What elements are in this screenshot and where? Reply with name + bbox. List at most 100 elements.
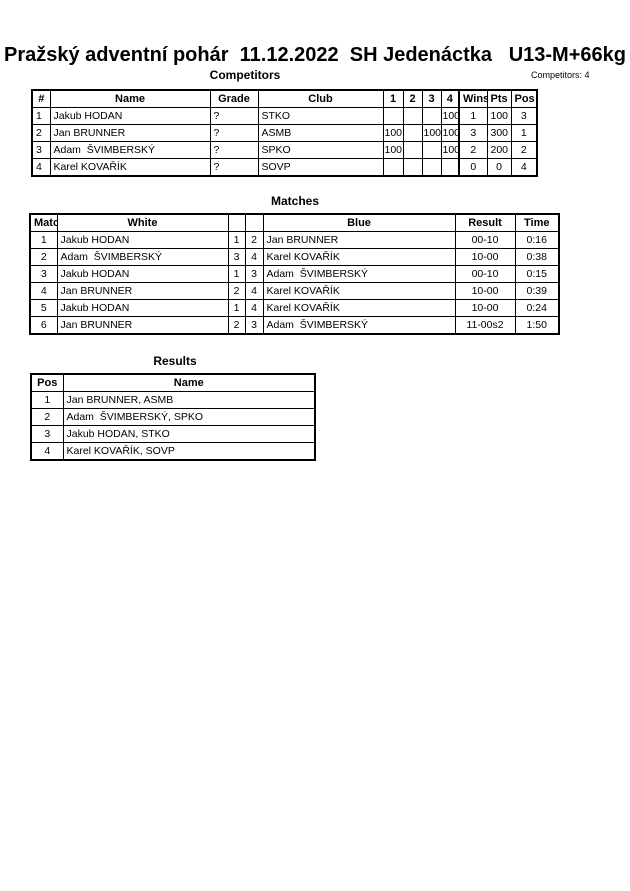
table-cell bbox=[402, 158, 423, 177]
table-cell: 0:38 bbox=[514, 248, 560, 266]
table-cell: Jan BRUNNER bbox=[49, 124, 211, 142]
table-cell: 100 bbox=[486, 107, 512, 125]
table-cell: 2 bbox=[31, 124, 51, 142]
table-cell bbox=[421, 141, 442, 159]
table-cell: 4 bbox=[30, 442, 64, 461]
table-cell: ? bbox=[209, 141, 259, 159]
table-cell: Jakub HODAN bbox=[56, 265, 229, 283]
table-cell: 1:50 bbox=[514, 316, 560, 335]
table-row: 2 Adam ŠVIMBERSKÝ, SPKO bbox=[30, 408, 316, 426]
competitors-count: Competitors: 4 bbox=[531, 70, 590, 80]
table-cell bbox=[421, 107, 442, 125]
table-cell: Karel KOVAŘÍK, SOVP bbox=[62, 442, 316, 461]
table-cell: 3 bbox=[244, 265, 264, 283]
table-cell bbox=[440, 158, 460, 177]
table-cell bbox=[402, 107, 423, 125]
table-cell: 1 bbox=[458, 107, 488, 125]
table-cell: 3 bbox=[458, 124, 488, 142]
table-cell: STKO bbox=[257, 107, 384, 125]
table-cell: Jakub HODAN bbox=[56, 231, 229, 249]
table-cell: 2 bbox=[510, 141, 538, 159]
table-cell: 5 bbox=[29, 299, 58, 317]
header-cell: Result bbox=[454, 213, 516, 232]
table-cell: Karel KOVAŘÍK bbox=[262, 248, 456, 266]
header-cell bbox=[244, 213, 264, 232]
header-cell: Time bbox=[514, 213, 560, 232]
table-cell bbox=[402, 141, 423, 159]
competitors-table: # Name Grade Club 1 2 3 4 Wins Pts Pos 1 Jakub HODAN… bbox=[31, 89, 538, 177]
table-cell bbox=[402, 124, 423, 142]
header-cell: Pts bbox=[486, 89, 512, 108]
table-cell: 2 bbox=[458, 141, 488, 159]
table-cell: 100 bbox=[382, 141, 404, 159]
table-cell: 1 bbox=[29, 231, 58, 249]
table-row: 4 Jan BRUNNER 2 4 Karel KOVAŘÍK 10-00 0:39 bbox=[29, 282, 560, 300]
table-cell: 3 bbox=[244, 316, 264, 335]
header-cell: 2 bbox=[402, 89, 423, 108]
table-cell bbox=[421, 158, 442, 177]
table-cell: Jan BRUNNER, ASMB bbox=[62, 391, 316, 409]
header-row: # Name Grade Club 1 2 3 4 Wins Pts Pos bbox=[31, 89, 538, 108]
header-cell: Pos bbox=[510, 89, 538, 108]
table-cell: 6 bbox=[29, 316, 58, 335]
table-cell: 3 bbox=[31, 141, 51, 159]
table-cell: 100 bbox=[421, 124, 442, 142]
table-cell: 3 bbox=[29, 265, 58, 283]
table-cell: 3 bbox=[227, 248, 246, 266]
header-cell: 4 bbox=[440, 89, 460, 108]
table-cell: Karel KOVAŘÍK bbox=[262, 282, 456, 300]
header-cell: White bbox=[56, 213, 229, 232]
table-cell: 00-10 bbox=[454, 231, 516, 249]
header-cell: Grade bbox=[209, 89, 259, 108]
table-cell bbox=[382, 158, 404, 177]
header-row: Pos Name bbox=[30, 373, 316, 392]
table-row: 3 Jakub HODAN 1 3 Adam ŠVIMBERSKÝ 00-10 0:15 bbox=[29, 265, 560, 283]
table-row: 2 Jan BRUNNER? ASMB 100 100 100 3 300 1 bbox=[31, 124, 538, 142]
table-cell: Jan BRUNNER bbox=[56, 282, 229, 300]
table-cell: 1 bbox=[227, 265, 246, 283]
matches-table: MatchWhiteBlueResultTime1Jakub HODAN12Ja… bbox=[29, 213, 560, 335]
table-cell: Adam ŠVIMBERSKÝ, SPKO bbox=[62, 408, 316, 426]
header-cell: Blue bbox=[262, 213, 456, 232]
table-cell: 2 bbox=[30, 408, 64, 426]
section-title: Matches bbox=[270, 194, 320, 208]
table-cell: SOVP bbox=[257, 158, 384, 177]
results-table: Pos Name 1 Jan BRUNNER, ASMB 2 Adam ŠVIMBERSK… bbox=[30, 373, 316, 461]
table-cell: 10-00 bbox=[454, 299, 516, 317]
table-cell: SPKO bbox=[257, 141, 384, 159]
table-cell: 4 bbox=[244, 282, 264, 300]
header-cell: Club bbox=[257, 89, 384, 108]
table-cell: 3 bbox=[510, 107, 538, 125]
table-cell: 1 bbox=[31, 107, 51, 125]
table-cell: 0:15 bbox=[514, 265, 560, 283]
table-cell: ? bbox=[209, 107, 259, 125]
table-row: 4 Karel KOVAŘÍK, SOVP bbox=[30, 442, 316, 461]
table-row: 6 Jan BRUNNER 2 3 Adam ŠVIMBERSKÝ 11-00s2 1:50 bbox=[29, 316, 560, 335]
table-row: 1 Jan BRUNNER, ASMB bbox=[30, 391, 316, 409]
table-row: 4 Karel KOVAŘÍK? SOVP 0 0 4 bbox=[31, 158, 538, 177]
table-cell: 4 bbox=[29, 282, 58, 300]
table-cell: 100 bbox=[440, 141, 460, 159]
table-cell: Jakub HODAN bbox=[49, 107, 211, 125]
table-cell: 4 bbox=[510, 158, 538, 177]
table-cell: 100 bbox=[440, 107, 460, 125]
table-cell: 100 bbox=[440, 124, 460, 142]
table-cell: 1 bbox=[510, 124, 538, 142]
table-cell: ? bbox=[209, 158, 259, 177]
table-cell: Karel KOVAŘÍK bbox=[262, 299, 456, 317]
table-cell: 1 bbox=[30, 391, 64, 409]
table-cell: 0:16 bbox=[514, 231, 560, 249]
table-cell: 0:39 bbox=[514, 282, 560, 300]
header-cell: Wins bbox=[458, 89, 488, 108]
table-cell: 0:24 bbox=[514, 299, 560, 317]
table-cell: Jakub HODAN, STKO bbox=[62, 425, 316, 443]
table-cell: 10-00 bbox=[454, 282, 516, 300]
table-cell: Adam ŠVIMBERSKÝ bbox=[56, 248, 229, 266]
table-cell: Adam ŠVIMBERSKÝ bbox=[49, 141, 211, 159]
header-cell: # bbox=[31, 89, 51, 108]
table-cell: 4 bbox=[244, 248, 264, 266]
table-cell: Jakub HODAN bbox=[56, 299, 229, 317]
table-cell: 10-00 bbox=[454, 248, 516, 266]
